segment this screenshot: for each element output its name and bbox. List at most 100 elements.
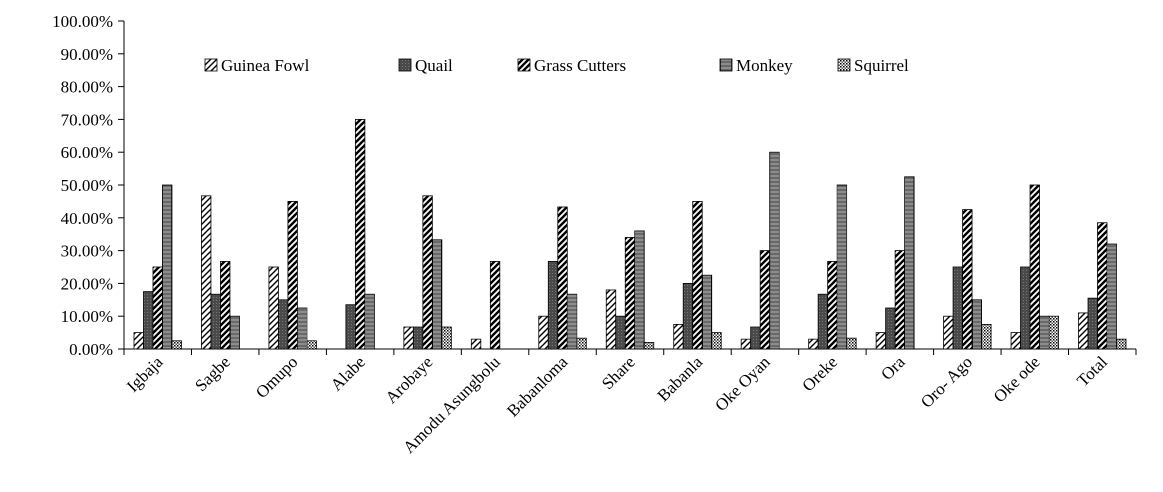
bar-grass-cutters-alabe [354,119,366,350]
bar-guinea-fowl-oreke [808,338,819,350]
category-label: Total [1073,352,1111,390]
y-tick-label: 90.00% [61,45,113,64]
category-label: Arobaye [382,352,437,407]
bar-squirrel-share [643,342,655,350]
bar-monkey-igbaja [162,184,173,350]
bar-guinea-fowl-oro-ago [943,315,954,350]
bar-guinea-fowl-omupo [268,266,279,350]
category-label: Sagbe [191,352,234,395]
bar-quail-share [615,315,626,350]
bar-guinea-fowl-amodu-asungbolu [470,338,482,350]
bar-monkey-babanloma [566,293,578,350]
bar-monkey-arobaye [431,239,443,350]
y-tick-label: 60.00% [61,143,113,162]
bar-squirrel-babanloma [576,337,587,350]
y-axis: 0.00% 10.00% 20.00% 30.00% 40.00% 50.00% 60.00… [52,12,125,359]
bar-monkey-sagbe [229,315,240,350]
bar-grass-cutters-arobaye [422,195,433,350]
bar-squirrel-oreke [846,337,857,350]
bar-grass-cutters-oke-oyan [759,250,771,350]
bar-monkey-oreke [836,184,848,350]
legend-label: Squirrel [854,56,909,75]
category-label: Oke Oyan [711,352,774,415]
legend-swatch [517,58,531,72]
y-tick-label: 70.00% [61,110,113,129]
bar-quail-arobaye [412,326,424,350]
bar-grass-cutters-total [1097,222,1108,350]
bar-guinea-fowl-ora [875,332,887,350]
bar-quail-alabe [345,304,356,350]
category-label: Omupo [252,352,301,401]
bar-monkey-oke-ode [1039,315,1050,350]
y-tick-label: 10.00% [61,307,113,326]
bar-squirrel-total [1116,338,1127,350]
bar-monkey-alabe [364,293,375,350]
bar-grass-cutters-babanla [692,200,703,350]
bar-guinea-fowl-oke-oyan [740,338,752,350]
y-tick-label: 100.00% [52,12,113,31]
legend-label: Guinea Fowl [221,56,310,75]
bar-grass-cutters-oreke [827,261,838,350]
bar-guinea-fowl-igbaja [133,332,144,350]
bar-grass-cutters-ora [894,250,906,350]
bar-monkey-babanla [701,274,713,350]
bar-monkey-oro-ago [971,299,982,350]
bar-quail-babanla [682,282,694,350]
bar-quail-total [1087,297,1098,350]
legend-label: Grass Cutters [534,56,626,75]
bar-guinea-fowl-share [605,289,617,350]
bar-grass-cutters-oke-ode [1029,184,1040,350]
bar-guinea-fowl-arobaye [403,326,414,350]
bar-guinea-fowl-sagbe [201,195,212,350]
bar-quail-oke-ode [1020,266,1031,350]
legend-swatch [837,58,851,72]
category-label: Igbaja [123,352,167,396]
category-label: Share [598,352,639,393]
bar-squirrel-omupo [306,340,317,350]
category-label: Babanloma [503,352,572,421]
bars [133,119,1127,350]
bar-quail-oreke [817,293,829,350]
x-axis [123,348,1137,355]
bar-monkey-ora [904,176,915,350]
y-tick-label: 30.00% [61,242,113,261]
bar-squirrel-oro-ago [981,323,992,350]
legend: Guinea Fowl Quail Grass Cutters Monkey Squir… [204,56,909,75]
bar-quail-omupo [278,299,289,350]
category-label: Oke ode [990,352,1044,406]
y-tick-label: 80.00% [61,78,113,97]
category-label: Alabe [327,352,369,394]
bar-monkey-total [1106,243,1117,350]
bar-grass-cutters-sagbe [220,261,231,350]
bar-guinea-fowl-babanloma [538,315,549,350]
bar-quail-igbaja [143,291,154,350]
bar-monkey-oke-oyan [769,151,780,350]
bar-guinea-fowl-babanla [673,323,684,350]
bar-squirrel-babanla [711,332,722,350]
bar-quail-oro-ago [952,266,963,350]
category-label: Babanla [653,352,706,405]
bar-squirrel-arobaye [441,326,452,350]
y-tick-label: 0.00% [69,340,113,359]
legend-label: Quail [415,56,453,75]
bar-grass-cutters-igbaja [152,266,163,350]
y-tick-label: 50.00% [61,176,113,195]
bar-monkey-share [634,230,645,350]
bar-grass-cutters-omupo [287,200,298,350]
bar-squirrel-oke-ode [1048,315,1059,350]
bar-grass-cutters-amodu-asungbolu [489,261,501,350]
bar-grass-cutters-oro-ago [962,209,973,350]
bar-quail-oke-oyan [750,326,761,350]
y-tick-label: 20.00% [61,274,113,293]
bar-grass-cutters-babanloma [557,206,568,350]
bar-quail-sagbe [210,293,221,350]
category-label: Oro- Ago [917,352,976,411]
category-label: Oreke [798,352,841,395]
bar-quail-babanloma [547,261,559,350]
category-label: Ora [877,352,909,384]
bar-guinea-fowl-oke-ode [1010,332,1021,350]
legend-swatch [398,58,412,72]
